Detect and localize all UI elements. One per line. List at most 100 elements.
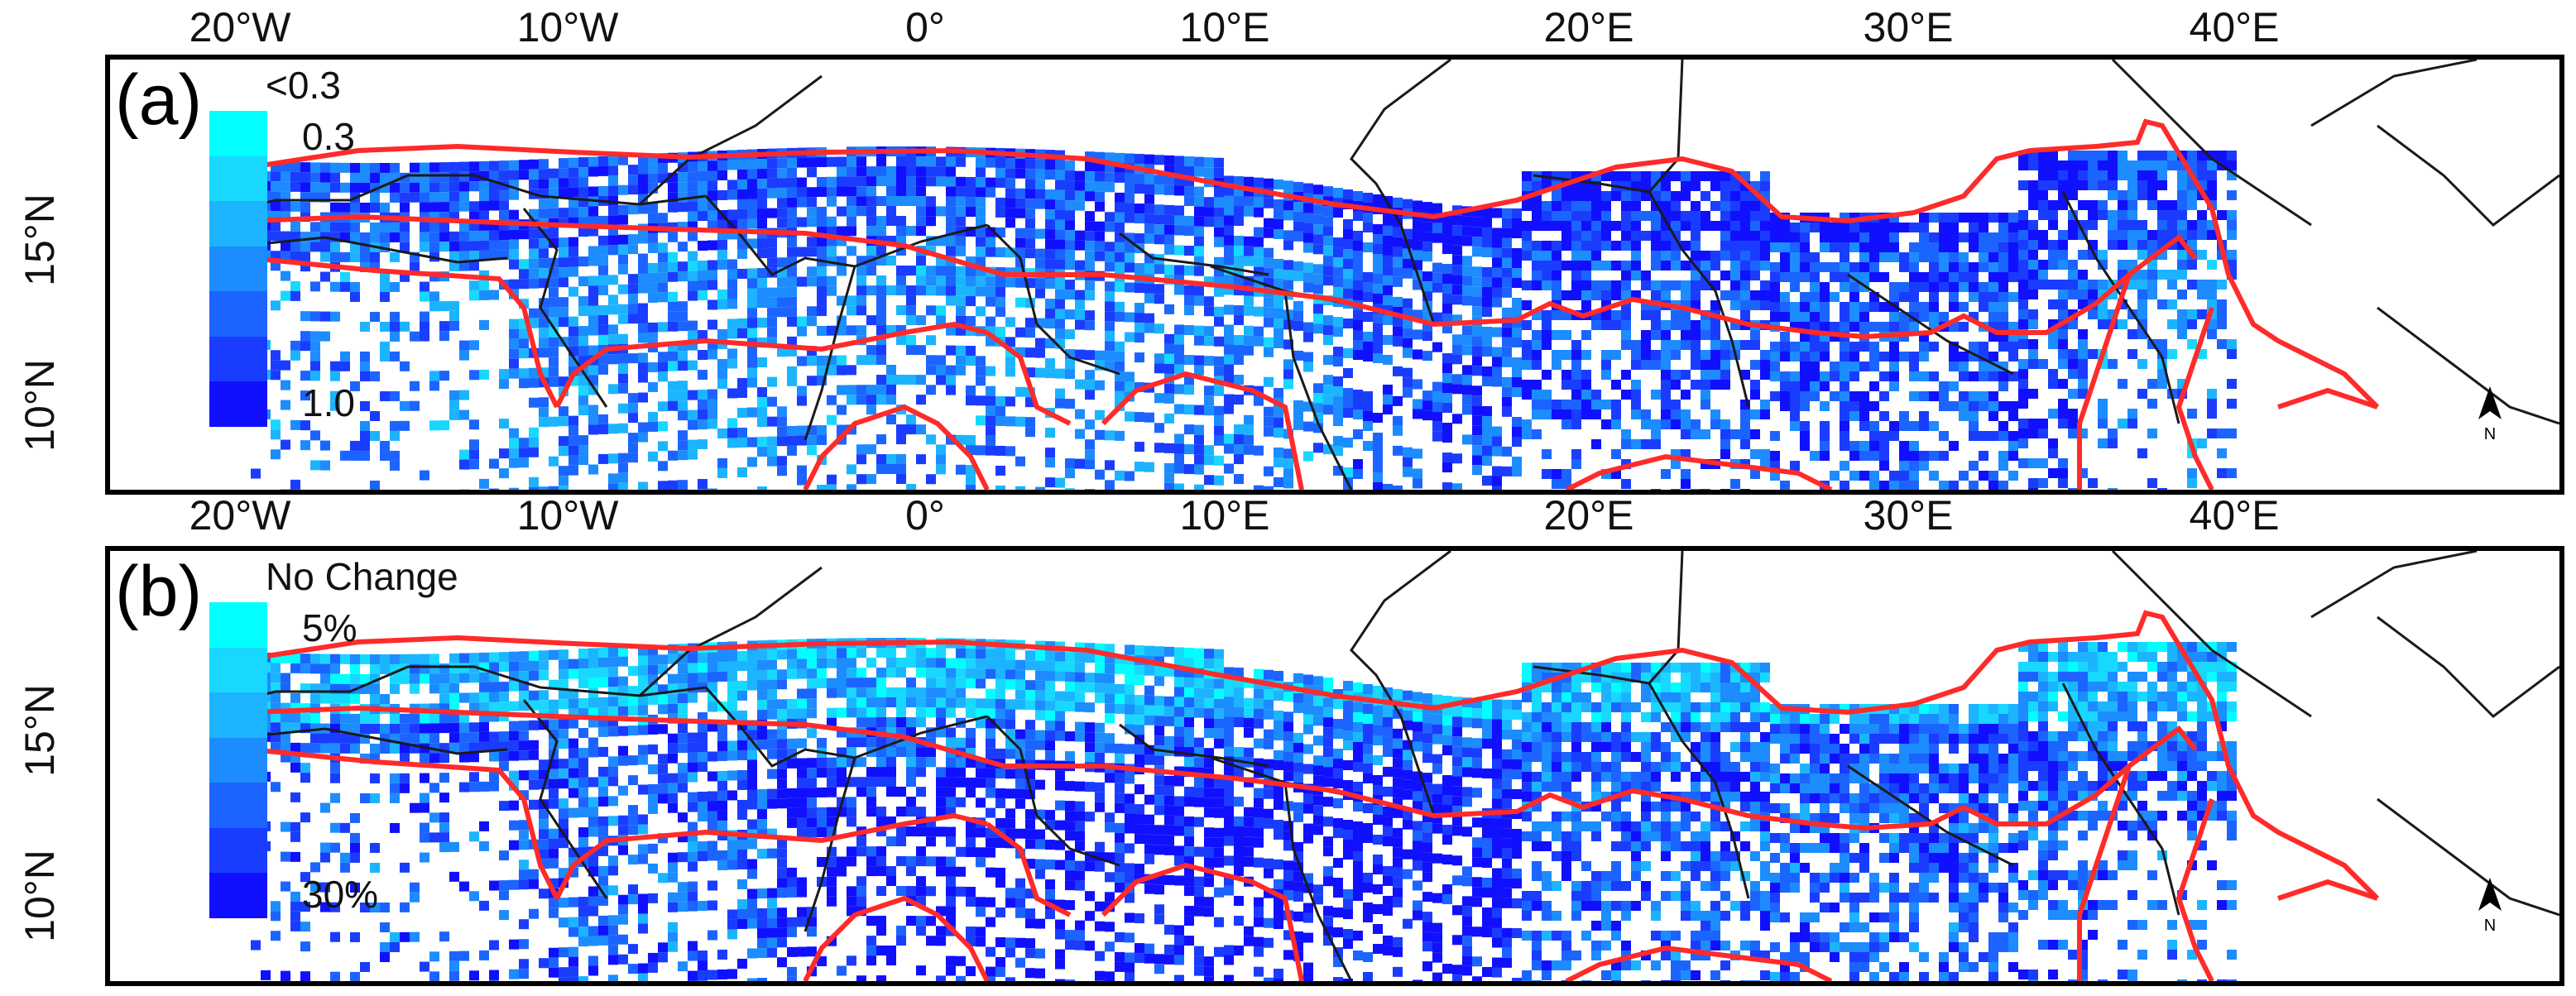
map-pixel [936, 266, 946, 276]
map-pixel [2048, 299, 2058, 309]
map-pixel [439, 172, 449, 183]
map-pixel [2018, 438, 2028, 448]
map-pixel [509, 750, 519, 761]
map-pixel [330, 281, 340, 292]
map-pixel [628, 274, 638, 285]
map-pixel [1363, 421, 1373, 432]
map-pixel [827, 156, 837, 167]
map-pixel [1611, 280, 1621, 290]
map-pixel [1581, 181, 1591, 191]
map-pixel [1452, 414, 1462, 424]
map-pixel [876, 216, 886, 227]
map-pixel [688, 970, 698, 981]
map-pixel [797, 385, 807, 396]
map-pixel [281, 171, 290, 182]
map-pixel [618, 363, 628, 374]
map-pixel [1621, 330, 1631, 340]
map-pixel [1085, 241, 1095, 251]
map-pixel [1770, 223, 1780, 232]
map-pixel [797, 827, 807, 838]
map-pixel [370, 863, 380, 873]
map-pixel [300, 663, 310, 674]
map-pixel [946, 385, 956, 395]
map-pixel [608, 205, 618, 216]
map-pixel [1552, 251, 1561, 261]
map-pixel [529, 486, 539, 490]
map-pixel [1671, 489, 1681, 490]
map-pixel [1462, 285, 1472, 296]
map-pixel [1055, 328, 1065, 339]
map-pixel [1800, 262, 1810, 272]
lon-tick-20w-a: 20°W [189, 4, 291, 50]
map-pixel [1840, 401, 1849, 411]
map-pixel [1482, 237, 1492, 247]
map-pixel [678, 773, 688, 783]
map-pixel [638, 184, 648, 194]
map-pixel [300, 390, 310, 401]
map-pixel [1303, 232, 1313, 243]
map-pixel [747, 680, 757, 691]
map-pixel [1561, 380, 1571, 390]
map-pixel [1949, 381, 1959, 391]
map-pixel [1959, 252, 1969, 262]
map-pixel [1283, 240, 1293, 251]
map-pixel [489, 771, 499, 782]
map-pixel [370, 173, 380, 183]
map-pixel [449, 732, 459, 743]
map-pixel [638, 323, 648, 333]
map-pixel [767, 307, 777, 318]
map-pixel [866, 186, 876, 197]
map-pixel [1134, 204, 1144, 214]
map-pixel [1055, 239, 1065, 250]
map-pixel [995, 415, 1005, 426]
map-pixel [896, 186, 906, 197]
map-pixel [320, 673, 330, 684]
map-pixel [1075, 409, 1085, 419]
map-pixel [1442, 284, 1452, 294]
map-pixel [926, 305, 936, 316]
map-pixel [976, 187, 986, 198]
map-pixel [1561, 419, 1571, 429]
map-pixel [459, 201, 469, 212]
map-pixel [1740, 419, 1750, 429]
map-pixel [1035, 179, 1045, 189]
map-pixel [1681, 370, 1691, 380]
map-pixel [618, 453, 628, 463]
map-pixel [1403, 387, 1413, 398]
map-pixel [1075, 260, 1085, 271]
map-pixel [459, 653, 469, 663]
map-pixel [1750, 300, 1760, 310]
lat-tick-15n-b: 15°N [16, 684, 63, 777]
map-pixel [1512, 218, 1522, 228]
map-pixel [797, 907, 807, 917]
map-pixel [986, 415, 995, 426]
map-pixel [2078, 349, 2088, 359]
map-pixel [598, 697, 608, 707]
map-pixel [519, 879, 529, 890]
map-pixel [817, 216, 827, 227]
map-pixel [986, 286, 995, 297]
map-pixel [469, 161, 479, 172]
map-pixel [777, 937, 787, 948]
map-pixel [2177, 270, 2187, 280]
map-pixel [827, 325, 837, 336]
map-pixel [747, 377, 757, 388]
map-pixel [459, 231, 469, 242]
map-pixel [1869, 451, 1879, 461]
map-pixel [2098, 280, 2108, 290]
map-pixel [698, 201, 708, 212]
map-pixel [618, 423, 628, 433]
map-pixel [469, 722, 479, 733]
map-pixel [479, 741, 489, 752]
map-pixel [578, 395, 588, 406]
map-pixel [588, 345, 598, 356]
map-pixel [1264, 247, 1274, 258]
map-pixel [638, 432, 648, 443]
map-pixel [1283, 270, 1293, 280]
map-pixel [1184, 355, 1194, 366]
map-pixel [757, 248, 767, 259]
map-pixel [1621, 320, 1631, 330]
map-pixel [1939, 391, 1949, 401]
map-pixel [578, 827, 588, 838]
map-pixel [2227, 250, 2237, 260]
